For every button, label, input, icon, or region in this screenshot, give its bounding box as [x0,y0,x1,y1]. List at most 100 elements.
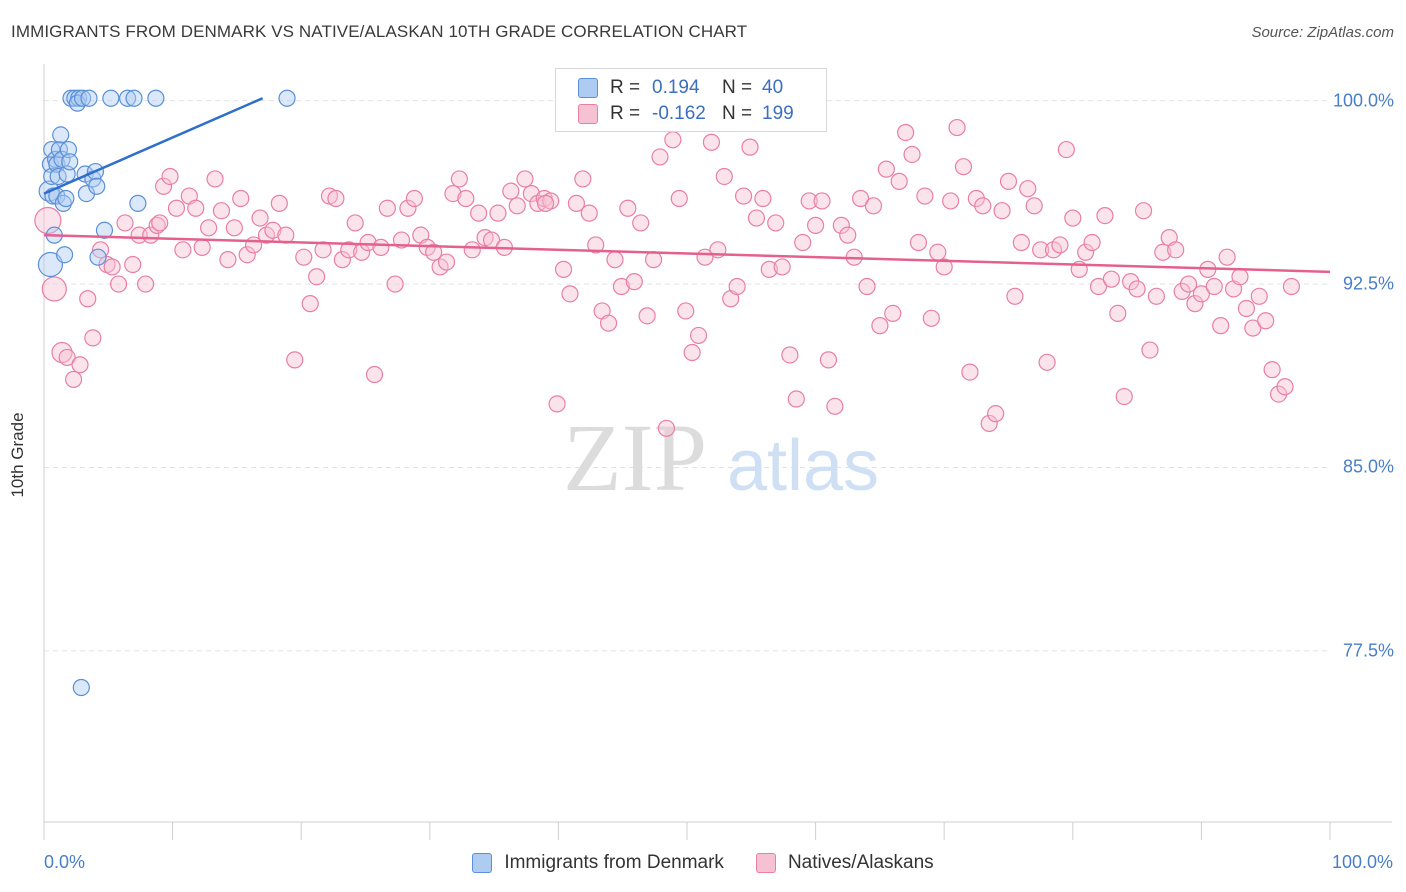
point-natives [79,290,97,308]
point-denmark [278,89,296,107]
point-natives [948,118,966,137]
point-natives [877,160,895,178]
point-natives [554,260,573,278]
point-natives [599,314,618,332]
point-natives [657,419,676,437]
trend-lines [43,97,1331,274]
point-natives [942,192,960,210]
point-natives [806,216,825,234]
point-natives [71,356,89,374]
point-denmark [57,189,75,208]
point-natives [1019,180,1037,198]
point-natives [405,189,423,208]
point-natives [974,197,992,215]
point-natives [219,251,237,269]
point-natives [270,194,288,212]
y-tick-label: 92.5% [1342,273,1394,294]
point-natives [612,277,631,296]
point-natives [651,148,669,166]
point-natives [365,365,384,384]
point-natives [136,275,155,293]
point-natives [232,189,250,208]
point-natives [1057,140,1075,159]
legend-item-natives[interactable]: Natives/Alaskans [755,852,934,874]
point-natives [1115,387,1133,406]
point-natives [1186,295,1204,313]
y-tick-label: 85.0% [1342,456,1394,477]
y-tick-label: 100.0% [1332,90,1394,111]
legend-label-natives: Natives/Alaskans [787,852,934,873]
point-natives [1012,233,1030,252]
point-denmark [50,140,69,159]
point-natives [444,184,462,203]
point-natives [1096,207,1114,225]
point-natives [516,170,534,188]
point-natives [437,253,456,271]
point-natives [151,214,169,232]
point-denmark [73,89,92,107]
watermark-zip: ZIP [563,404,707,511]
legend-item-denmark[interactable]: Immigrants from Denmark [472,852,724,874]
point-natives [103,258,121,276]
point-natives [502,182,520,200]
point-denmark [55,246,74,264]
point-natives [884,304,902,323]
point-natives [638,307,656,325]
point-natives [1032,241,1050,259]
point-natives [871,317,889,335]
point-natives [308,268,326,286]
point-natives [826,397,844,415]
legend-n-value: 40 [762,77,784,98]
point-natives [251,209,269,227]
trend-line-denmark [43,97,264,195]
point-natives [489,204,507,222]
point-denmark [37,251,64,278]
point-natives [587,236,605,254]
point-natives [174,241,192,259]
point-natives [567,194,586,212]
point-natives [1083,233,1101,252]
source-label: Source: ZipAtlas.com [1251,24,1394,41]
point-natives [935,258,953,276]
point-natives [1038,353,1056,371]
point-natives [767,214,785,232]
series-denmark-points [37,89,296,697]
point-denmark [95,221,114,239]
point-natives [378,199,396,217]
point-natives [897,123,915,142]
y-tick-label: 77.5% [1342,640,1394,661]
point-natives [457,189,475,208]
point-natives [1263,361,1281,379]
point-natives [522,184,540,203]
point-denmark [89,248,107,266]
point-natives [728,277,746,296]
point-natives [295,248,313,266]
point-natives [1237,299,1256,318]
point-natives [508,197,526,215]
point-natives [1064,209,1082,227]
point-denmark [147,89,165,107]
point-natives [922,309,940,327]
point-natives [346,214,364,232]
point-natives [1051,236,1069,254]
point-natives [372,238,390,256]
point-denmark [72,678,90,697]
point-natives [64,370,83,389]
point-natives [84,329,102,347]
point-natives [1102,270,1120,288]
point-natives [1282,277,1301,296]
point-natives [734,187,753,205]
point-natives [800,192,818,210]
point-natives [903,145,921,164]
point-natives [858,277,876,296]
point-denmark [102,89,120,107]
point-natives [852,189,870,208]
point-natives [1109,304,1127,323]
point-natives [314,241,332,259]
point-natives [470,204,488,222]
point-natives [200,219,218,237]
point-natives [1128,280,1146,298]
point-denmark [80,89,98,107]
point-natives [839,226,857,244]
point-natives [787,390,805,408]
